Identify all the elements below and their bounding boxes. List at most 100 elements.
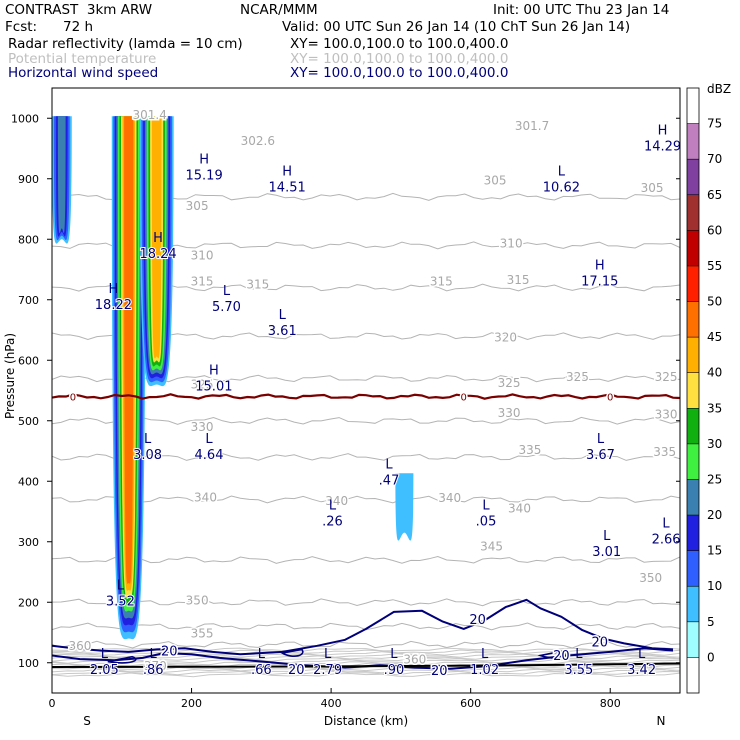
colorbar-level-label: 5 [707,615,715,629]
wind-extremum-value: .26 [322,515,343,530]
wind-extremum-value: .05 [476,515,497,530]
wind-minimum-marker: L [662,517,670,532]
colorbar-segment [687,337,699,373]
colorbar-level-label: 75 [707,117,722,131]
wind-minimum-marker: L [597,432,605,447]
theta-contour-360 [52,640,680,649]
theta-label: 302.6 [241,134,275,148]
colorbar-segment [687,265,699,302]
wind-extremum-value: .86 [143,663,164,678]
colorbar-level-label: 40 [707,366,722,380]
y-axis-label: Pressure (hPa) [3,333,17,419]
colorbar-segment [687,515,699,551]
wind-maximum-marker: H [153,231,163,246]
wind-contour-label: 20 [288,663,305,678]
wind-extremum-value: .47 [379,473,400,488]
wind-extremum-value: 2.66 [652,533,681,548]
theta-contour-350 [52,598,680,607]
wind-maximum-marker: H [595,258,605,273]
colorbar-frame [686,87,700,694]
theta-label: 305 [484,174,507,188]
colorbar-segment [687,159,699,195]
wind-extremum-value: 3.01 [592,545,621,560]
theta-label: 325 [566,370,589,384]
x-tick-label: 400 [321,697,342,710]
wind-extremum-value: 14.51 [269,181,306,196]
field-wind-name: Horizontal wind speed [8,65,159,81]
colorbar-level-label: 20 [707,508,722,522]
y-tick-label: 400 [18,475,39,488]
plot-area: 0 0 0 370 360 360 355 350 350 345 340 340 340 340 335 3… [51,87,681,694]
y-tick-label: 1000 [11,112,39,125]
theta-contour-335 [52,453,680,461]
wind-maximum-marker: H [209,364,219,379]
wind-extremum-value: 4.64 [195,448,224,463]
wind-extremum-value: 3.61 [268,324,297,339]
theta-label: 355 [191,627,214,641]
theta-label: 320 [494,330,517,344]
wind-extremum-value: 3.08 [133,448,162,463]
wind-extremum-value: 15.01 [195,380,232,395]
colorbar-segment [687,408,699,444]
wind-minimum-marker: L [329,499,337,514]
theta-contour-stratosphere [52,657,680,662]
wind-minimum-marker: L [101,647,109,662]
theta-contour-340 [52,495,680,504]
colorbar-level-label: 65 [707,188,722,202]
wind-maximum-marker: H [282,165,292,180]
wind-contour-20-lower [52,598,674,656]
wind-extremum-value: .66 [251,663,272,678]
colorbar-segment [687,194,699,231]
wind-extremum-value: 5.70 [212,300,241,315]
colorbar-level-label: 70 [707,152,722,166]
endpoint-left-label: S [83,714,91,728]
wind-minimum-marker: L [205,432,213,447]
theta-contour-stratosphere [52,668,680,674]
y-tick-label: 600 [18,354,39,367]
colorbar-segment [687,479,699,516]
y-tick-label: 200 [18,596,39,609]
field-reflectivity-name: Radar reflectivity (lamda = 10 cm) [8,36,243,52]
colorbar-level-label: 25 [707,472,722,486]
wind-minimum-marker: L [481,647,489,662]
wind-minimum-marker: L [117,578,125,593]
freezing-level-contour [52,393,680,400]
wind-extremum-value: 18.24 [139,247,176,262]
wind-extremum-value: 18.22 [95,298,132,313]
theta-contour-stratosphere [52,666,680,672]
x-axis: 0 200 400 600 800 [49,688,621,710]
theta-label: 370 [144,659,167,673]
theta-label: 310 [500,236,523,250]
wind-contour-label: 20 [553,649,570,664]
theta-label: 301.4 [133,108,167,122]
theta-contour-stratosphere [52,672,680,678]
colorbar-level-label: 60 [707,223,722,237]
theta-label: 330 [498,406,521,420]
wind-contour-20-closed [537,649,568,659]
x-tick-label: 600 [460,697,481,710]
theta-label: 340 [438,491,461,505]
y-tick-label: 100 [18,657,39,670]
colorbar-level-label: 35 [707,401,722,415]
wind-minimum-marker: L [279,308,287,323]
shallow-southern-echo [52,116,72,244]
theta-label: 325 [498,376,521,390]
theta-contour-stratosphere [52,670,680,676]
theta-label: 340 [194,491,217,505]
theta-label: 330 [191,420,214,434]
colorbar-segment [687,372,699,409]
wind-extremum-value: 2.79 [313,663,342,678]
wind-minimum-marker: L [575,647,583,662]
wind-minimum-marker: L [603,529,611,544]
colorbar-segment [687,443,699,480]
y-tick-label: 300 [18,536,39,549]
wind-contour-20-closed [279,648,304,657]
colorbar-segment [687,301,699,338]
theta-contour-stratosphere [52,649,680,655]
colorbar-level-label: 45 [707,330,722,344]
theta-label: 360 [68,639,91,653]
echo-level-20dbz [57,116,66,234]
theta-label: 315 [246,278,269,292]
theta-label: 340 [508,501,531,515]
